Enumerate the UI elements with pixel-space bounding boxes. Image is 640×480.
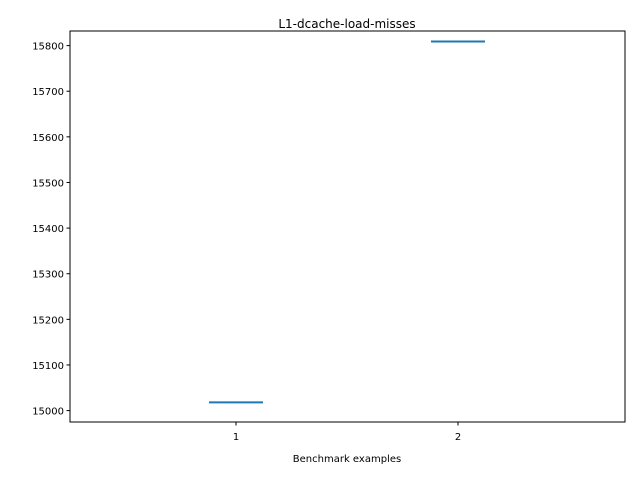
x-axis-label: Benchmark examples bbox=[293, 454, 401, 465]
y-axis: 15000 15100 15200 15300 15400 15500 15600 15700… bbox=[32, 42, 70, 418]
y-tick-label: 15200 bbox=[32, 315, 64, 326]
y-tick-label: 15600 bbox=[32, 133, 64, 144]
x-tick-label: 1 bbox=[233, 432, 239, 443]
chart-title: L1-dcache-load-misses bbox=[278, 17, 415, 31]
x-tick-label: 2 bbox=[455, 432, 461, 443]
y-tick-label: 15700 bbox=[32, 87, 64, 98]
y-tick-label: 15400 bbox=[32, 224, 64, 235]
data-marks bbox=[209, 40, 485, 404]
y-tick-label: 15100 bbox=[32, 361, 64, 372]
y-tick-label: 15800 bbox=[32, 42, 64, 53]
y-tick-label: 15500 bbox=[32, 178, 64, 189]
y-tick-label: 15300 bbox=[32, 270, 64, 281]
y-tick-label: 15000 bbox=[32, 407, 64, 418]
plot-frame bbox=[69, 30, 626, 423]
